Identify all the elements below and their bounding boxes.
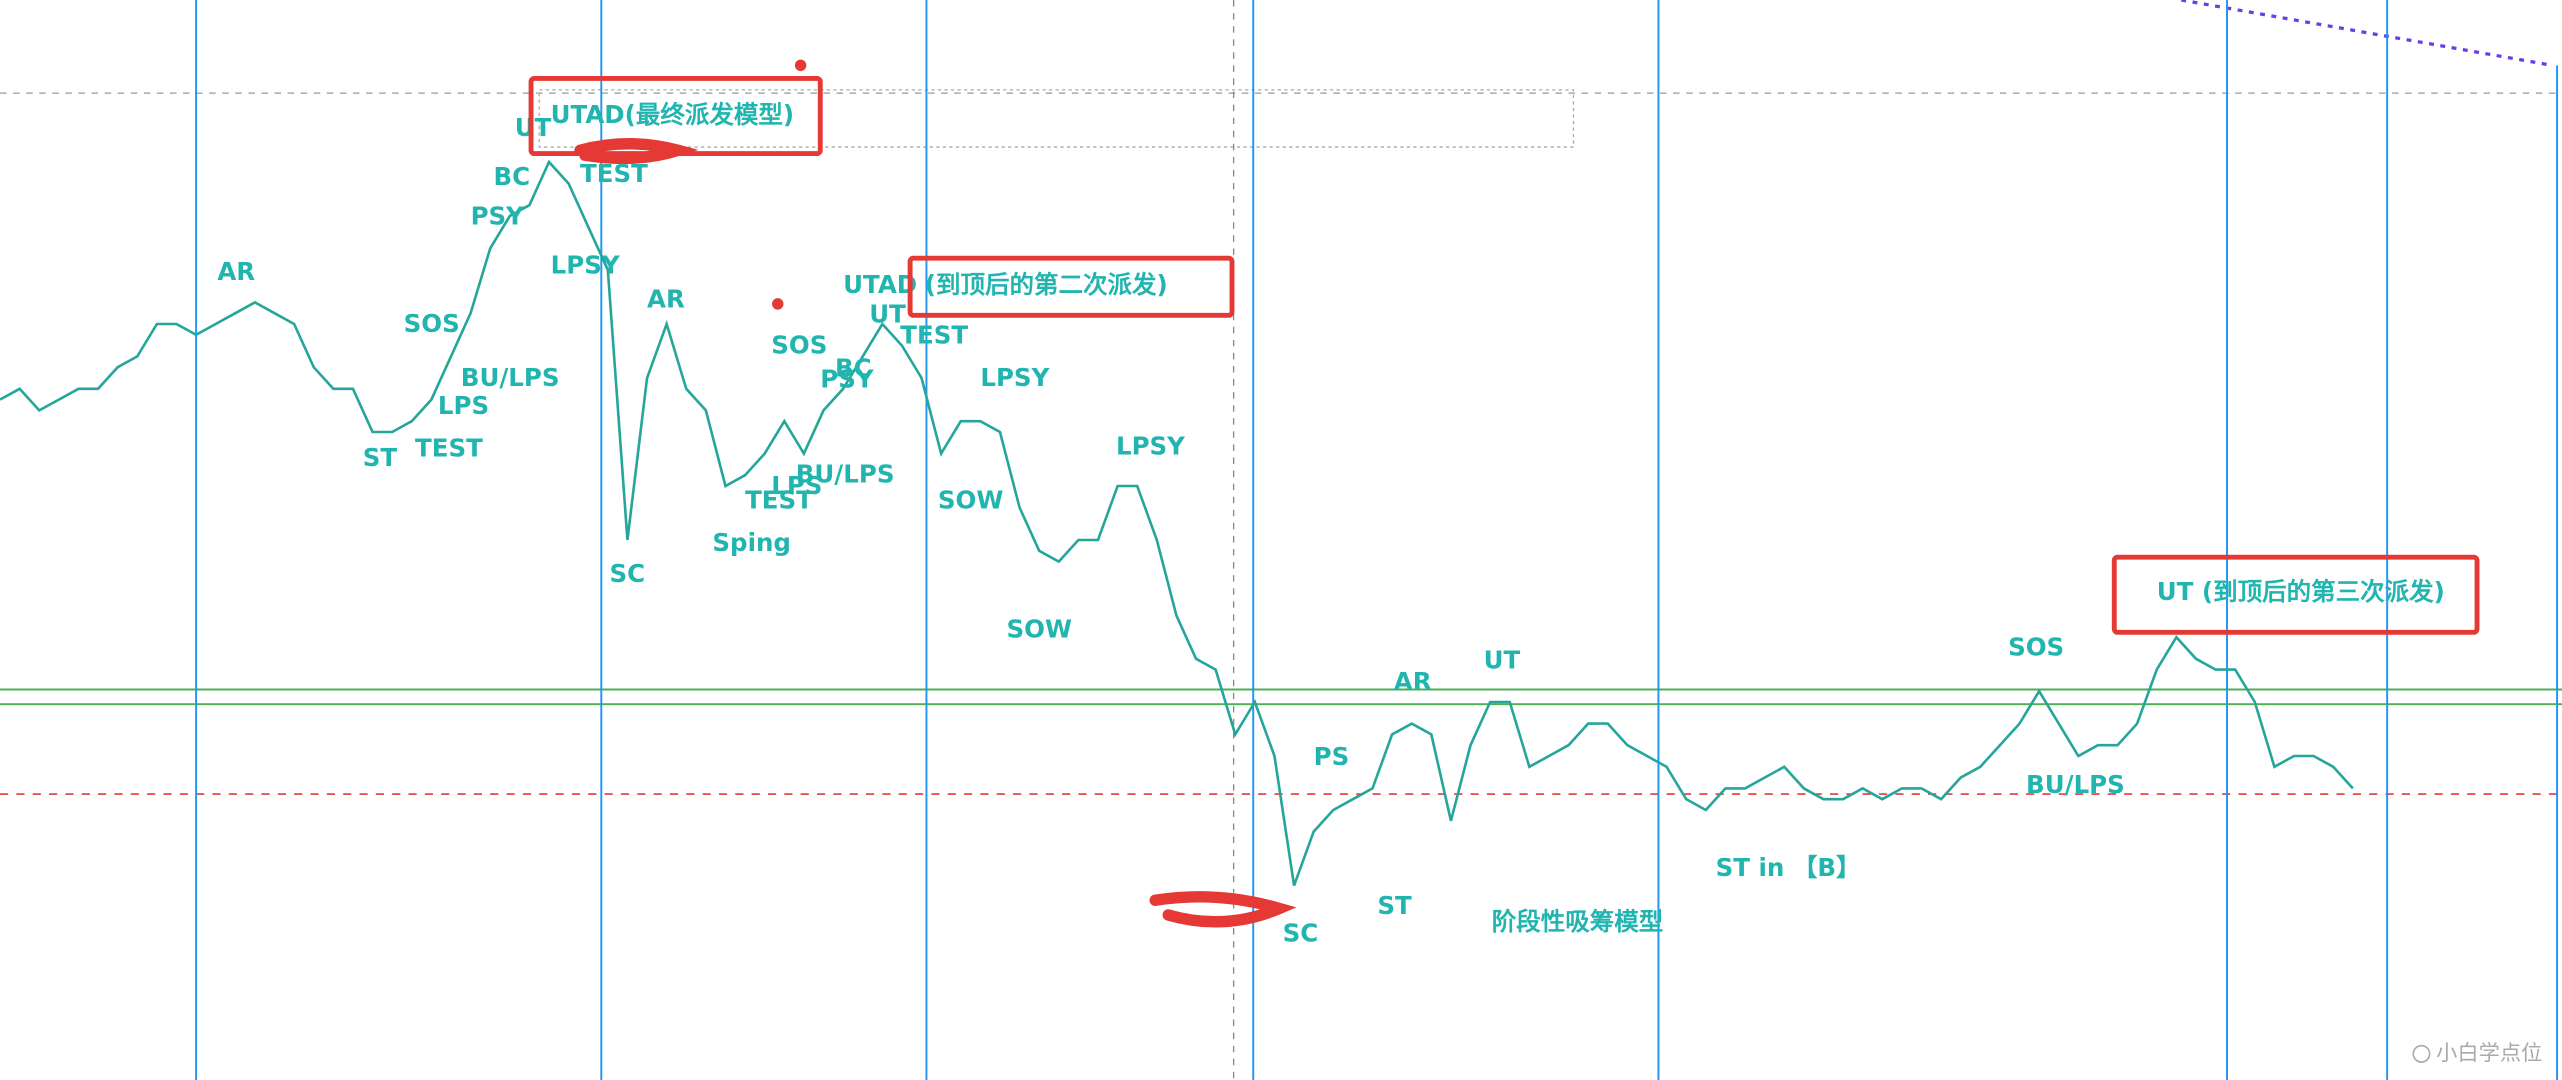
- phase-label: PS: [1314, 742, 1350, 771]
- phase-label: AR: [647, 285, 685, 314]
- phase-label: TEST: [745, 486, 813, 515]
- phase-label: SC: [1283, 919, 1319, 948]
- phase-label: SOS: [2008, 633, 2064, 662]
- phase-label: LPSY: [980, 363, 1049, 392]
- phase-label: AR: [1394, 667, 1432, 696]
- price-line: [0, 159, 2354, 887]
- trend-line: [2180, 0, 2553, 67]
- phase-label: SC: [609, 559, 645, 588]
- phase-label: PSY: [471, 201, 525, 230]
- phase-label: BU/LPS: [796, 459, 895, 488]
- phase-label: TEST: [580, 159, 648, 188]
- watermark-icon: [2412, 1044, 2431, 1063]
- phase-label: BC: [835, 353, 872, 382]
- phase-label: UT: [869, 299, 906, 328]
- callout-box: [907, 255, 1235, 318]
- range-box: [538, 89, 1575, 148]
- marker-dot: [794, 59, 807, 72]
- callout-text: UTAD(最终派发模型): [551, 100, 794, 129]
- phase-label: LPS: [438, 391, 489, 420]
- phase-label: Sping: [712, 528, 791, 557]
- phase-label: SOW: [1007, 615, 1073, 644]
- phase-label: LPSY: [551, 250, 620, 279]
- callout-text: (到顶后的第二次派发): [925, 270, 1168, 299]
- phase-label: BC: [493, 162, 530, 191]
- phase-label: PSY: [820, 365, 874, 394]
- phase-label: TEST: [415, 433, 483, 462]
- marker-dot: [772, 298, 784, 310]
- watermark: 小白学点位: [2436, 1041, 2542, 1066]
- phase-label: SOW: [938, 486, 1004, 515]
- phase-label: LPSY: [1116, 432, 1185, 461]
- plot: [0, 159, 2354, 887]
- time-lines: [195, 0, 2559, 1080]
- phase-label: LPS: [771, 471, 822, 500]
- scribble: [574, 138, 699, 165]
- phase-label: TEST: [900, 321, 968, 350]
- phase-label: BU/LPS: [2026, 770, 2125, 799]
- phase-label: 阶段性吸筹模型: [1492, 907, 1664, 936]
- phase-label: SOS: [404, 309, 460, 338]
- callout-box: [528, 75, 823, 157]
- phase-label: SOS: [771, 330, 827, 359]
- phase-label: UT: [1484, 646, 1521, 675]
- phase-label: BU/LPS: [461, 363, 560, 392]
- callout-text: UT (到顶后的第三次派发): [2157, 577, 2445, 606]
- phase-label: ST in 【B】: [1716, 853, 1861, 882]
- phase-label: ST: [363, 443, 398, 472]
- phase-label: AR: [217, 257, 255, 286]
- callout-box: [2111, 554, 2480, 635]
- phase-label: ST: [1377, 891, 1412, 920]
- scribble: [1149, 891, 1297, 928]
- callouts: UTAD(最终派发模型) (到顶后的第二次派发) UT (到顶后的第三次派发): [528, 75, 2480, 635]
- phase-label: UTAD: [843, 270, 917, 299]
